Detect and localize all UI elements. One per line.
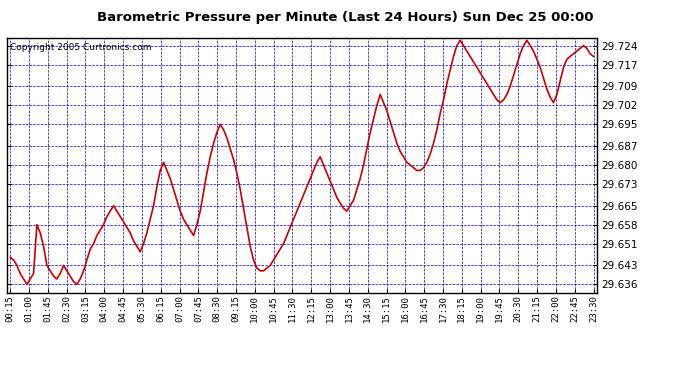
Text: Copyright 2005 Curtronics.com: Copyright 2005 Curtronics.com: [10, 43, 151, 52]
Text: Barometric Pressure per Minute (Last 24 Hours) Sun Dec 25 00:00: Barometric Pressure per Minute (Last 24 …: [97, 11, 593, 24]
